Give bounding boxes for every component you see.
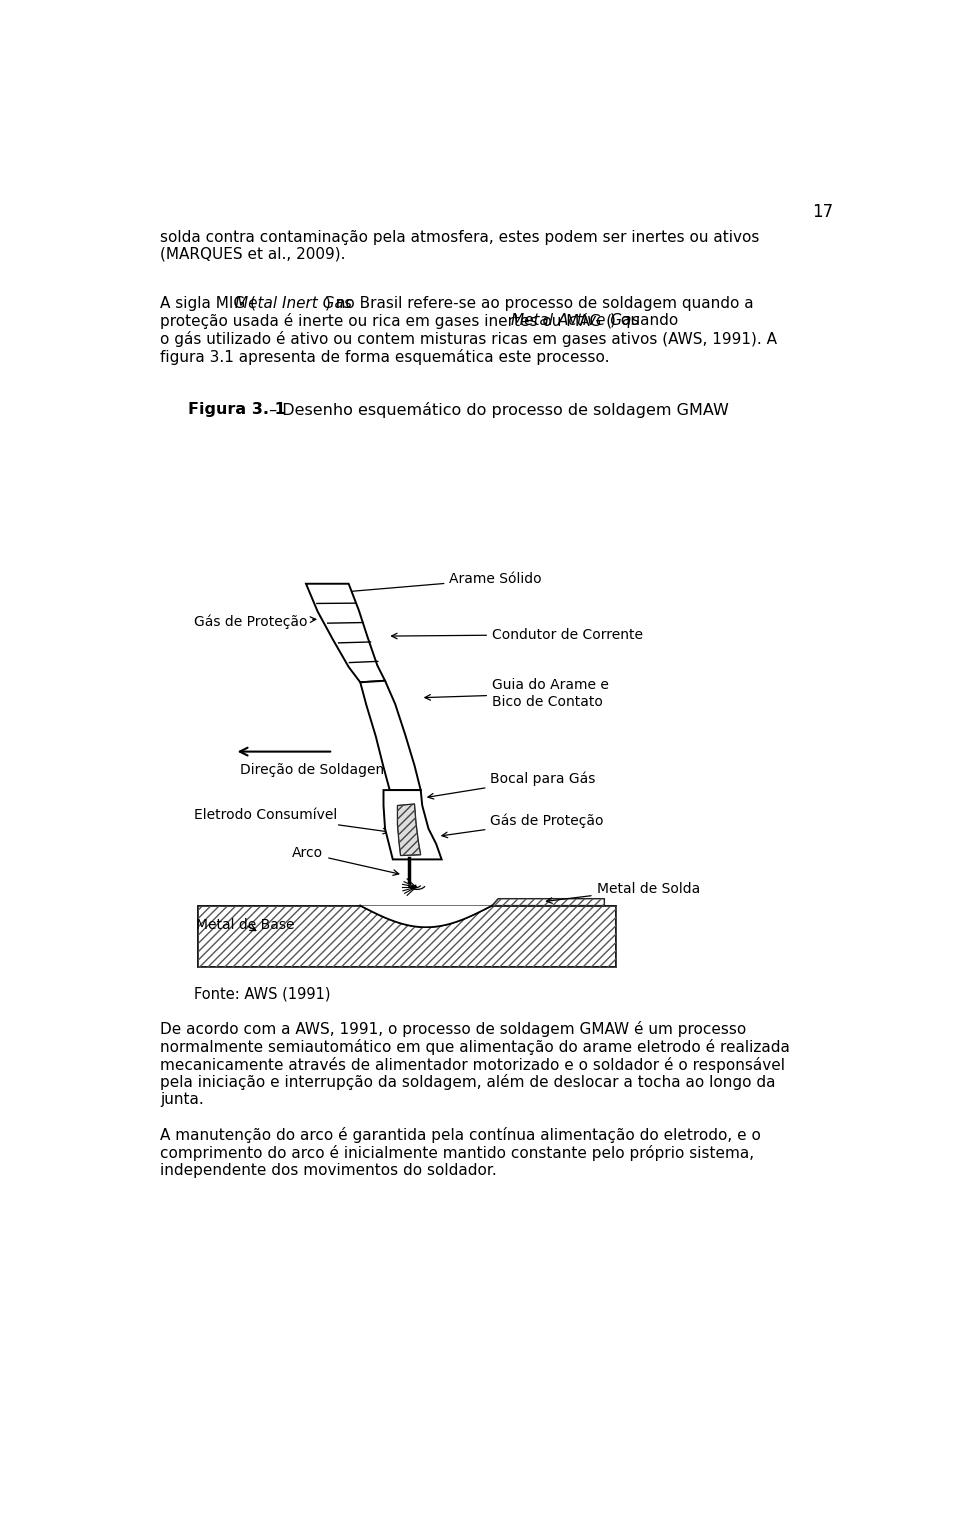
Polygon shape: [306, 583, 385, 682]
Text: Fonte: AWS (1991): Fonte: AWS (1991): [194, 986, 330, 1001]
Polygon shape: [360, 906, 492, 927]
Text: Gás de Proteção: Gás de Proteção: [442, 814, 604, 838]
Text: Metal Active Gas: Metal Active Gas: [511, 314, 639, 329]
Text: solda contra contaminação pela atmosfera, estes podem ser inertes ou ativos: solda contra contaminação pela atmosfera…: [160, 230, 759, 244]
Text: 17: 17: [812, 203, 833, 221]
Text: figura 3.1 apresenta de forma esquemática este processo.: figura 3.1 apresenta de forma esquemátic…: [160, 348, 610, 365]
Text: Metal de Base: Metal de Base: [196, 918, 295, 932]
Polygon shape: [397, 804, 420, 856]
Text: Condutor de Corrente: Condutor de Corrente: [392, 627, 643, 641]
Text: ) no Brasil refere-se ao processo de soldagem quando a: ) no Brasil refere-se ao processo de sol…: [325, 295, 754, 311]
Text: pela iniciação e interrupção da soldagem, além de deslocar a tocha ao longo da: pela iniciação e interrupção da soldagem…: [160, 1074, 776, 1091]
Text: mecanicamente através de alimentador motorizado e o soldador é o responsável: mecanicamente através de alimentador mot…: [160, 1056, 785, 1073]
Polygon shape: [383, 791, 442, 859]
Text: independente dos movimentos do soldador.: independente dos movimentos do soldador.: [160, 1164, 497, 1177]
Text: o gás utilizado é ativo ou contem misturas ricas em gases ativos (AWS, 1991). A: o gás utilizado é ativo ou contem mistur…: [160, 332, 778, 347]
Polygon shape: [360, 680, 420, 791]
Text: Guia do Arame e
Bico de Contato: Guia do Arame e Bico de Contato: [425, 679, 609, 709]
Text: Gás de Proteção: Gás de Proteção: [194, 615, 316, 630]
Text: normalmente semiautomático em que alimentação do arame eletrodo é realizada: normalmente semiautomático em que alimen…: [160, 1039, 790, 1054]
Text: Figura 3. 1: Figura 3. 1: [188, 401, 286, 417]
Text: Arco: Arco: [292, 847, 398, 876]
Text: Metal Inert Gas: Metal Inert Gas: [234, 295, 351, 311]
Text: proteção usada é inerte ou rica em gases inertes ou MAG (: proteção usada é inerte ou rica em gases…: [160, 314, 612, 329]
Polygon shape: [492, 898, 605, 906]
Text: Bocal para Gás: Bocal para Gás: [428, 771, 596, 798]
Text: comprimento do arco é inicialmente mantido constante pelo próprio sistema,: comprimento do arco é inicialmente manti…: [160, 1145, 755, 1160]
Text: Direção de Soldagem: Direção de Soldagem: [240, 764, 389, 777]
Text: – Desenho esquemático do processo de soldagem GMAW: – Desenho esquemático do processo de sol…: [264, 401, 729, 418]
Text: De acordo com a AWS, 1991, o processo de soldagem GMAW é um processo: De acordo com a AWS, 1991, o processo de…: [160, 1021, 747, 1038]
Text: Eletrodo Consumível: Eletrodo Consumível: [194, 807, 389, 833]
Text: junta.: junta.: [160, 1092, 204, 1107]
Text: (MARQUES et al., 2009).: (MARQUES et al., 2009).: [160, 247, 346, 262]
Text: Arame Sólido: Arame Sólido: [345, 573, 542, 594]
Text: Figura 3. 1: Figura 3. 1: [188, 401, 286, 417]
Text: A sigla MIG (: A sigla MIG (: [160, 295, 256, 311]
Text: Metal de Solda: Metal de Solda: [546, 882, 700, 903]
Text: ) quando: ) quando: [611, 314, 679, 329]
Text: A manutenção do arco é garantida pela contínua alimentação do eletrodo, e o: A manutenção do arco é garantida pela co…: [160, 1127, 761, 1144]
Polygon shape: [198, 906, 616, 967]
